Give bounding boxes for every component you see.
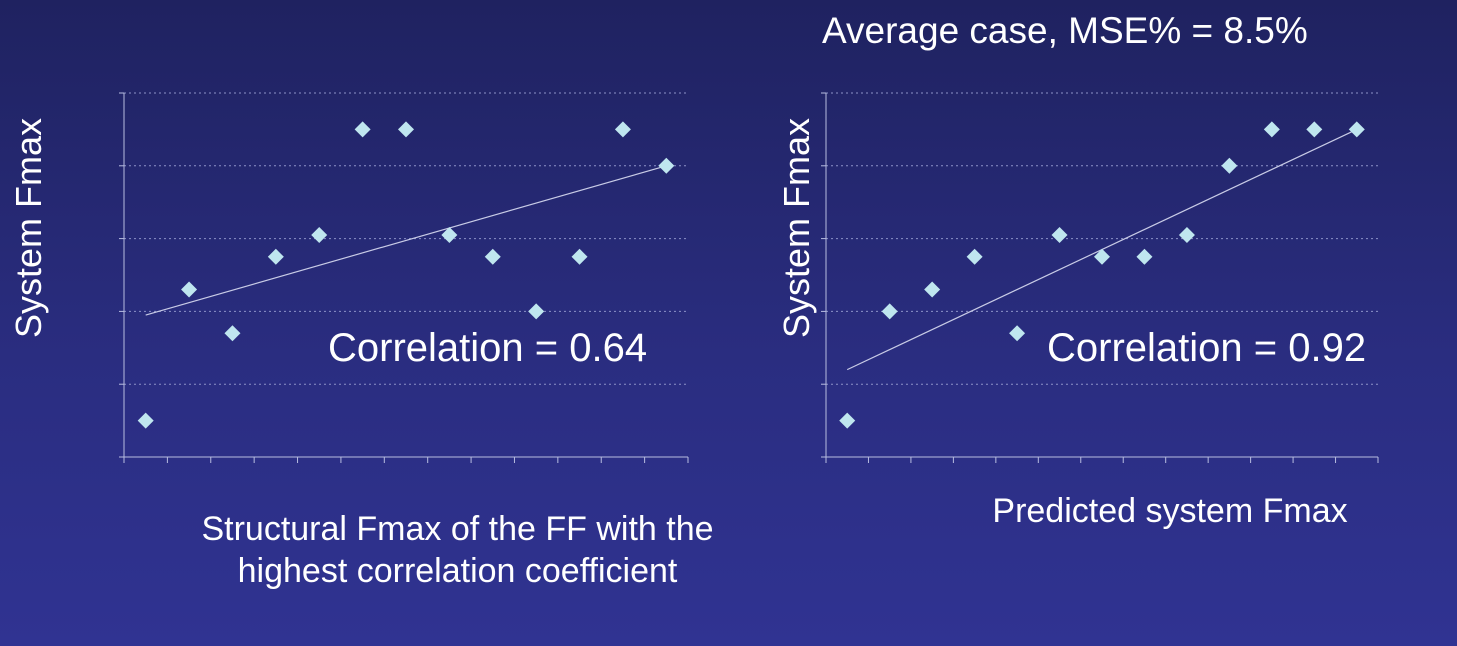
data-point	[441, 226, 458, 243]
data-point	[966, 248, 983, 265]
trendline	[145, 165, 667, 316]
right-correlation-annotation: Correlation = 0.92	[1047, 326, 1367, 370]
data-point	[1348, 121, 1365, 138]
data-point	[924, 281, 941, 298]
data-point	[1178, 226, 1195, 243]
data-point	[267, 248, 284, 265]
data-point	[354, 121, 371, 138]
data-point	[484, 248, 501, 265]
data-point	[571, 248, 588, 265]
data-point	[181, 281, 198, 298]
left-correlation-annotation: Correlation = 0.64	[328, 326, 648, 370]
data-point	[1136, 248, 1153, 265]
right-scatter-plot	[821, 92, 1379, 463]
left-chart-x-label: Structural Fmax of the FF with the highe…	[201, 510, 714, 590]
data-point	[658, 157, 675, 174]
data-point	[1009, 325, 1026, 342]
chart-title: Average case, MSE% = 8.5%	[822, 10, 1308, 51]
data-point	[1051, 226, 1068, 243]
data-point	[137, 412, 154, 429]
data-point	[881, 303, 898, 320]
data-point	[839, 412, 856, 429]
data-point	[1306, 121, 1323, 138]
left-scatter-plot	[119, 92, 689, 463]
right-chart-x-label: Predicted system Fmax	[992, 492, 1348, 530]
data-point	[1263, 121, 1280, 138]
data-point	[528, 303, 545, 320]
data-point	[398, 121, 414, 138]
data-point	[1094, 248, 1110, 265]
data-point	[1221, 157, 1238, 174]
data-point	[311, 226, 328, 243]
data-point	[224, 325, 241, 342]
data-point	[614, 121, 631, 138]
